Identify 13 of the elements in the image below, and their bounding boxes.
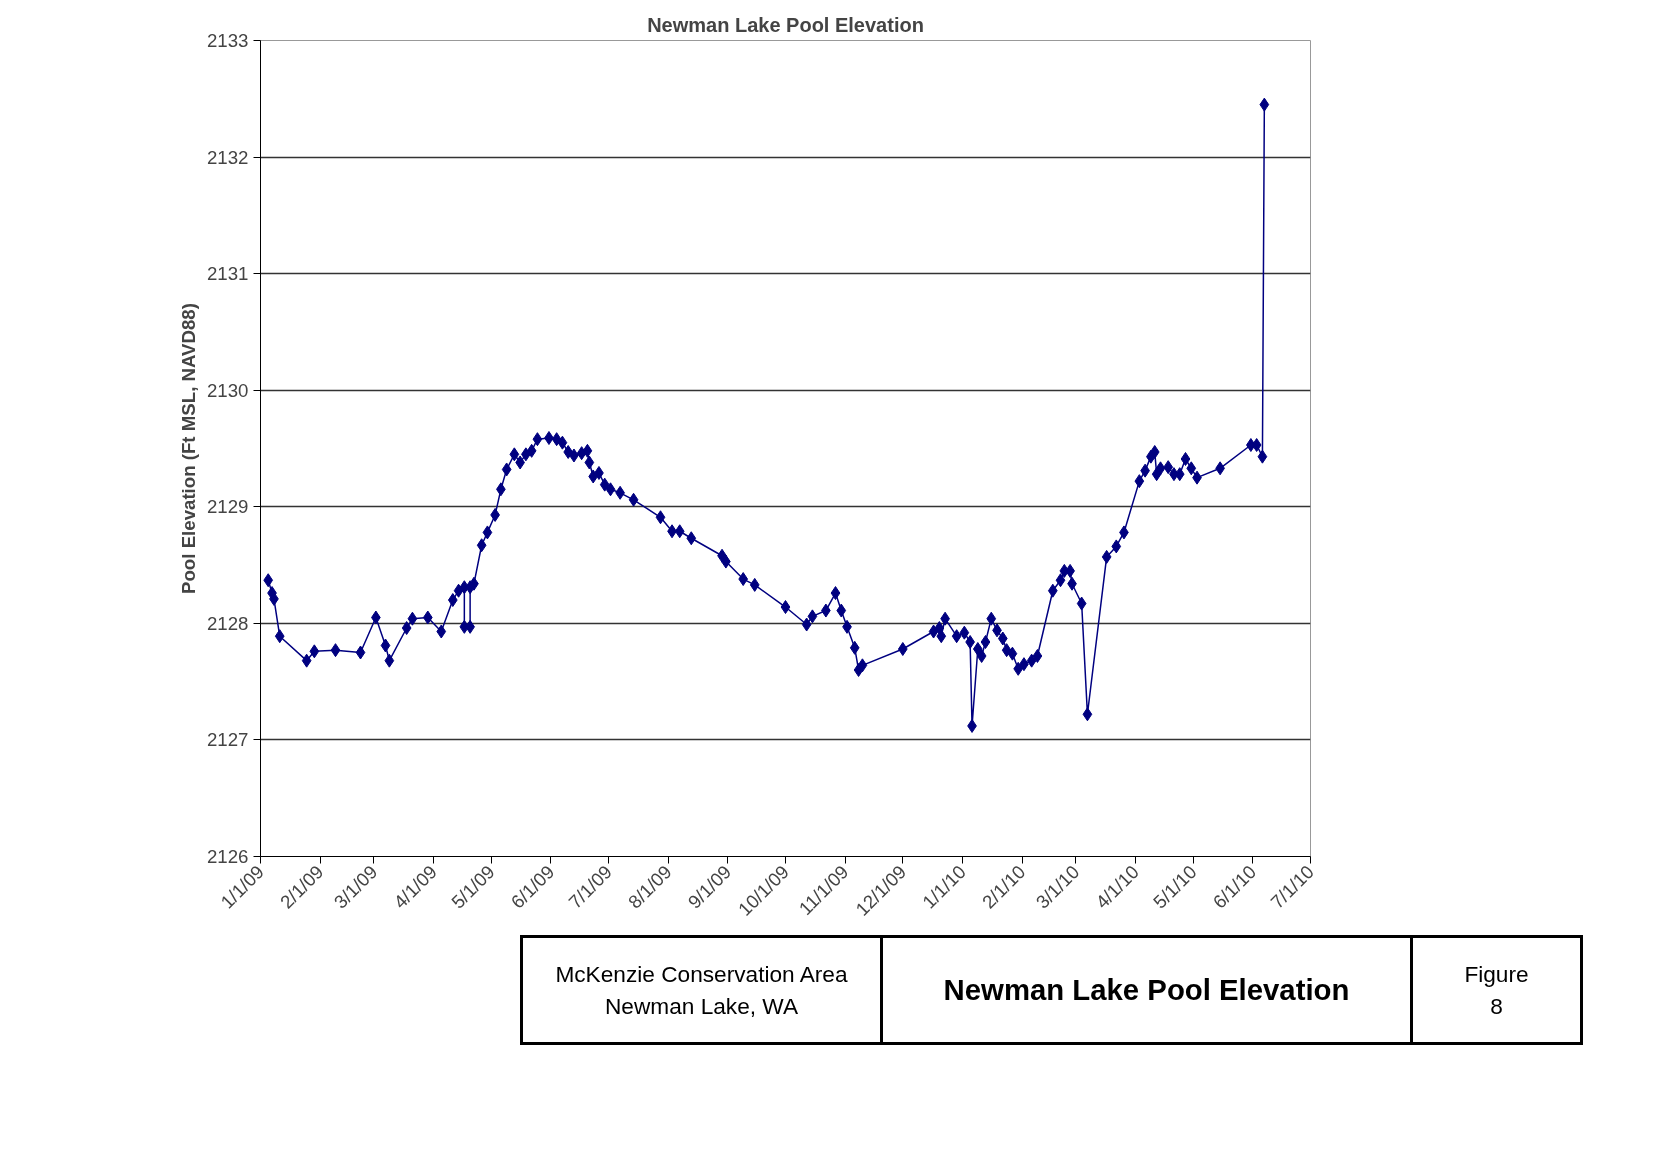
y-tick-label: 2132 <box>207 146 249 168</box>
y-axis-title: Pool Elevation (Ft MSL, NAVD88) <box>178 303 199 594</box>
y-tick-label: 2126 <box>207 846 249 867</box>
y-tick-label: 2131 <box>207 263 249 285</box>
caption: Figure 8 <box>1411 936 1582 1044</box>
y-tick-label: 2130 <box>207 379 249 401</box>
chart-title: Newman Lake Pool Elevation <box>647 13 924 36</box>
y-tick-label: 2128 <box>207 612 249 634</box>
y-tick-label: 2129 <box>207 496 249 518</box>
y-tick-label: 2127 <box>207 729 249 751</box>
text: Newman Lake Pool Elevation <box>881 936 1412 1044</box>
text: McKenzie Conservation Area Newman Lake, WA <box>521 936 882 1044</box>
y-tick-label: 2133 <box>207 30 249 51</box>
